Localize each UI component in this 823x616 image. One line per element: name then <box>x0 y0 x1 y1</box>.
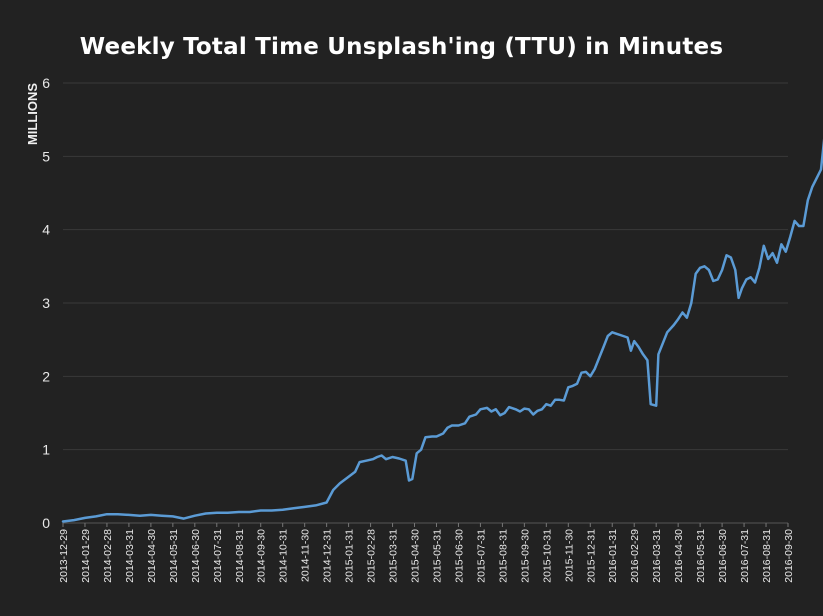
x-tick-label: 2016-09-30 <box>783 529 795 583</box>
x-tick-label: 2015-07-31 <box>475 529 487 583</box>
series-lines <box>61 138 823 523</box>
x-tick-label: 2014-02-28 <box>102 529 114 583</box>
y-axis-ticks: 0 1 2 3 4 5 6 <box>42 75 50 531</box>
x-tick-label: 2015-01-31 <box>344 529 356 583</box>
x-axis-ticks: 2013-12-29 2014-01-29 2014-02-28 2014-03-31… <box>58 523 795 583</box>
x-tick-label: 2015-06-30 <box>453 529 465 583</box>
y-tick-label: 0 <box>42 515 50 531</box>
x-tick-label: 2014-11-30 <box>300 529 312 582</box>
x-tick-label: 2014-03-31 <box>124 529 136 583</box>
y-tick-label: 3 <box>42 295 50 311</box>
x-tick-label: 2016-01-31 <box>607 529 619 583</box>
y-tick-label: 1 <box>42 442 50 458</box>
x-tick-label: 2015-08-31 <box>497 529 509 583</box>
y-tick-label: 6 <box>42 75 50 91</box>
x-tick-label: 2015-04-30 <box>410 529 422 583</box>
x-tick-label: 2014-07-31 <box>212 529 224 583</box>
x-tick-label: 2016-07-31 <box>739 529 751 583</box>
x-tick-label: 2015-12-31 <box>585 529 597 583</box>
grid-lines <box>63 82 788 524</box>
x-tick-label: 2016-04-30 <box>673 529 685 583</box>
y-axis-label: MILLIONS <box>25 83 40 145</box>
x-tick-label: 2014-09-30 <box>256 529 268 583</box>
x-tick-label: 2014-04-30 <box>146 529 158 583</box>
x-tick-label: 2014-05-31 <box>168 529 180 583</box>
y-tick-label: 2 <box>42 368 50 384</box>
x-tick-label: 2014-10-31 <box>278 529 290 583</box>
x-tick-label: 2015-10-31 <box>541 529 553 583</box>
x-tick-label: 2015-05-31 <box>431 529 443 583</box>
x-tick-label: 2016-08-31 <box>761 529 773 583</box>
y-tick-label: 4 <box>42 222 50 238</box>
x-tick-label: 2015-03-31 <box>388 529 400 583</box>
chart-title: Weekly Total Time Unsplash'ing (TTU) in … <box>79 34 724 60</box>
x-tick-label: 2016-05-31 <box>695 529 707 583</box>
x-tick-label: 2014-12-31 <box>322 529 334 583</box>
x-tick-label: 2016-03-31 <box>651 529 663 583</box>
series-line <box>61 138 823 523</box>
x-tick-label: 2015-11-30 <box>563 529 575 582</box>
x-tick-label: 2016-02-29 <box>629 529 641 583</box>
x-tick-label: 2014-01-29 <box>80 529 92 583</box>
x-tick-label: 2016-06-30 <box>717 529 729 583</box>
x-tick-label: 2014-08-31 <box>234 529 246 583</box>
y-tick-label: 5 <box>42 148 50 164</box>
x-tick-label: 2015-02-28 <box>366 529 378 583</box>
x-tick-label: 2015-09-30 <box>519 529 531 583</box>
x-tick-label: 2014-06-30 <box>190 529 202 583</box>
x-tick-label: 2013-12-29 <box>58 529 70 583</box>
